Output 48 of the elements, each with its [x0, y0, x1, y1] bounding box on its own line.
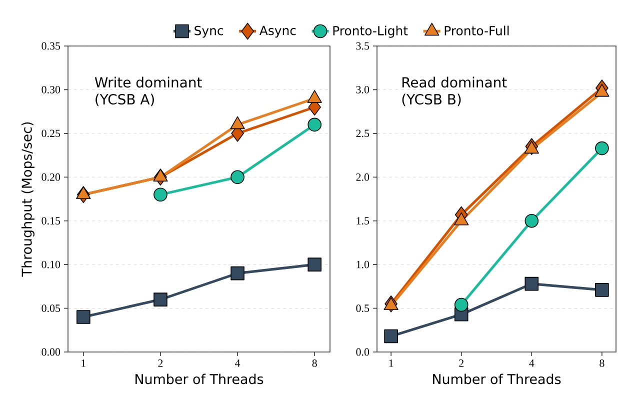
y-tick-label: 0.25 — [42, 130, 60, 138]
x-tick-label: 4 — [529, 360, 534, 367]
point — [76, 310, 90, 324]
x-tick-label: 8 — [312, 360, 317, 367]
y-tick-label: 0.30 — [42, 86, 60, 94]
y-tick-label: 1.5 — [356, 217, 370, 225]
x-tick-label: 2 — [158, 360, 163, 367]
point — [308, 118, 322, 132]
legend-label: Pronto-Light — [333, 26, 408, 38]
text: (YCSB A) — [96, 94, 154, 106]
text: Write dominant — [94, 76, 202, 88]
y-tick-label: 0.0 — [356, 348, 370, 356]
point — [154, 292, 168, 306]
y-tick-label: 3.5 — [356, 42, 370, 50]
y-tick-label: 2.5 — [356, 130, 370, 138]
x-tick-label: 8 — [600, 360, 604, 367]
text: (YCSB B) — [402, 94, 461, 106]
y-tick-label: 3.0 — [356, 86, 370, 94]
y-tick-label: 0.20 — [42, 173, 60, 181]
text: Read dominant — [402, 76, 507, 88]
point — [384, 329, 398, 344]
point — [308, 258, 322, 272]
point — [230, 170, 244, 184]
x-axis-title: Number of Threads — [136, 374, 264, 384]
y-tick-label: 0.05 — [42, 304, 60, 312]
y-tick-label: 1.0 — [356, 260, 370, 268]
point — [524, 214, 539, 228]
y-tick-label: 2.0 — [356, 173, 370, 181]
point — [595, 283, 609, 297]
y-axis-title: Throughput (Mops/sec) — [21, 122, 34, 277]
point — [454, 298, 468, 312]
x-tick-label: 4 — [235, 360, 240, 367]
y-tick-label: 0.00 — [42, 348, 60, 356]
point — [524, 276, 539, 291]
y-tick-label: 0.35 — [42, 42, 60, 50]
y-tick-label: 0.10 — [42, 260, 60, 268]
y-tick-label: 0.15 — [42, 217, 60, 225]
x-tick-label: 1 — [82, 360, 86, 367]
x-tick-label: 1 — [389, 360, 394, 367]
y-tick-label: 0.5 — [356, 304, 370, 312]
point — [154, 188, 168, 202]
legend-label: Sync — [194, 26, 224, 38]
point — [595, 141, 609, 156]
x-tick-label: 2 — [459, 360, 464, 367]
x-axis-title: Number of Threads — [433, 374, 561, 384]
legend-label: Async — [259, 26, 296, 38]
point — [230, 266, 244, 280]
legend-label: Pronto-Full — [444, 26, 509, 36]
